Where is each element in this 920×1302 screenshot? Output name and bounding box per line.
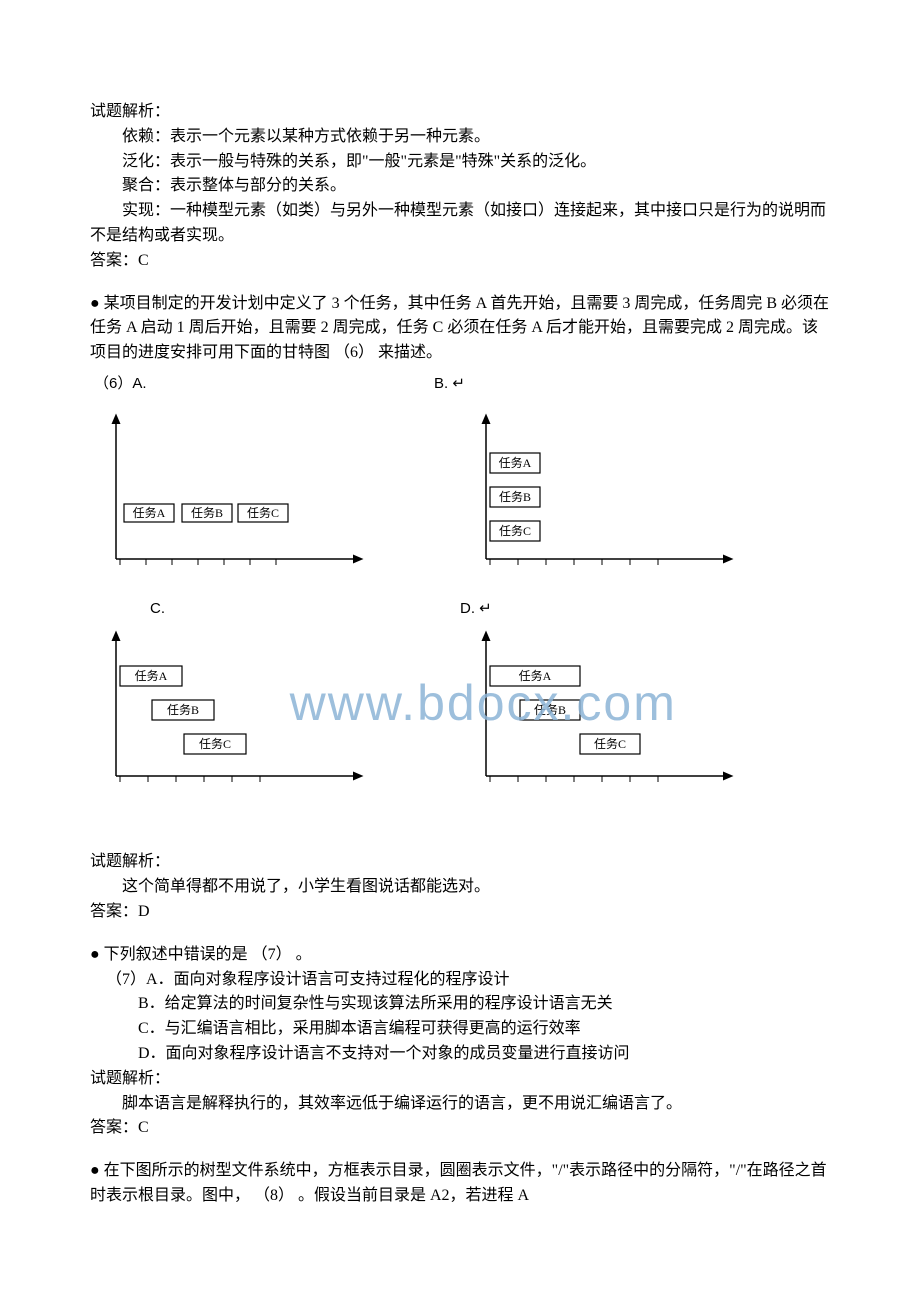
q7-option-a: （7）A．面向对象程序设计语言可支持过程化的程序设计 [90, 968, 830, 993]
svg-text:任务C: 任务C [247, 505, 279, 520]
q6-option-c-label: C. [150, 597, 460, 620]
svg-text:任务B: 任务B [499, 489, 531, 504]
q6-analysis-title: 试题解析： [90, 850, 830, 875]
q5-analysis-title: 试题解析： [90, 100, 830, 125]
q6-answer: 答案：D [90, 900, 830, 925]
q6-chart-b: 任务A 任务B 任务C [460, 409, 790, 579]
q7-section: ● 下列叙述中错误的是 （7） 。 （7）A．面向对象程序设计语言可支持过程化的… [90, 943, 830, 1141]
q7-option-c: C．与汇编语言相比，采用脚本语言编程可获得更高的运行效率 [90, 1017, 830, 1042]
q7-stem: ● 下列叙述中错误的是 （7） 。 [90, 943, 830, 968]
q6-chart-c: 任务A 任务B 任务C [90, 626, 420, 796]
q7-analysis-title: 试题解析： [90, 1067, 830, 1092]
q6-analysis-line: 这个简单得都不用说了，小学生看图说话都能选对。 [90, 875, 830, 900]
q7-answer: 答案：C [90, 1116, 830, 1141]
q6-option-d-label: D. ↵ [460, 597, 492, 620]
q7-option-b: B．给定算法的时间复杂性与实现该算法所采用的程序设计语言无关 [90, 992, 830, 1017]
svg-text:任务A: 任务A [133, 505, 166, 520]
q6-option-a-label: （6）A. [94, 372, 434, 395]
q6-chart-a: 任务A 任务B 任务C [90, 409, 420, 579]
svg-text:任务B: 任务B [534, 702, 566, 717]
q5-line-4: 实现：一种模型元素（如类）与另外一种模型元素（如接口）连接起来，其中接口只是行为… [90, 199, 830, 249]
q6-question: ● 某项目制定的开发计划中定义了 3 个任务，其中任务 A 首先开始，且需要 3… [90, 292, 830, 366]
q6-option-row-2: C. D. ↵ [150, 597, 830, 620]
q5-line-2: 泛化：表示一般与特殊的关系，即"一般"元素是"特殊"关系的泛化。 [90, 150, 830, 175]
q5-line-1: 依赖：表示一个元素以某种方式依赖于另一种元素。 [90, 125, 830, 150]
svg-text:任务B: 任务B [191, 505, 223, 520]
svg-text:任务C: 任务C [499, 523, 531, 538]
svg-text:任务C: 任务C [594, 736, 626, 751]
q6-option-row-1: （6）A. B. ↵ [94, 372, 830, 395]
svg-text:任务A: 任务A [135, 668, 168, 683]
q7-analysis-line: 脚本语言是解释执行的，其效率远低于编译运行的语言，更不用说汇编语言了。 [90, 1092, 830, 1117]
q6-charts: 任务A 任务B 任务C 任务A 任务B 任务C C. D. ↵ 任务A 任务B 任务C 任务… [90, 409, 830, 796]
svg-text:任务A: 任务A [519, 668, 552, 683]
q6-chart-d: 任务A 任务B 任务C [460, 626, 790, 796]
q7-option-d: D．面向对象程序设计语言不支持对一个对象的成员变量进行直接访问 [90, 1042, 830, 1067]
svg-text:任务C: 任务C [199, 736, 231, 751]
svg-text:任务A: 任务A [499, 455, 532, 470]
q5-answer: 答案：C [90, 249, 830, 274]
q6-section: ● 某项目制定的开发计划中定义了 3 个任务，其中任务 A 首先开始，且需要 3… [90, 292, 830, 925]
q8-section: ● 在下图所示的树型文件系统中，方框表示目录，圆圈表示文件，"/"表示路径中的分… [90, 1159, 830, 1209]
q5-section: 试题解析： 依赖：表示一个元素以某种方式依赖于另一种元素。 泛化：表示一般与特殊… [90, 100, 830, 274]
q5-line-3: 聚合：表示整体与部分的关系。 [90, 174, 830, 199]
svg-text:任务B: 任务B [167, 702, 199, 717]
q8-line: ● 在下图所示的树型文件系统中，方框表示目录，圆圈表示文件，"/"表示路径中的分… [90, 1159, 830, 1209]
q6-option-b-label: B. ↵ [434, 372, 634, 395]
